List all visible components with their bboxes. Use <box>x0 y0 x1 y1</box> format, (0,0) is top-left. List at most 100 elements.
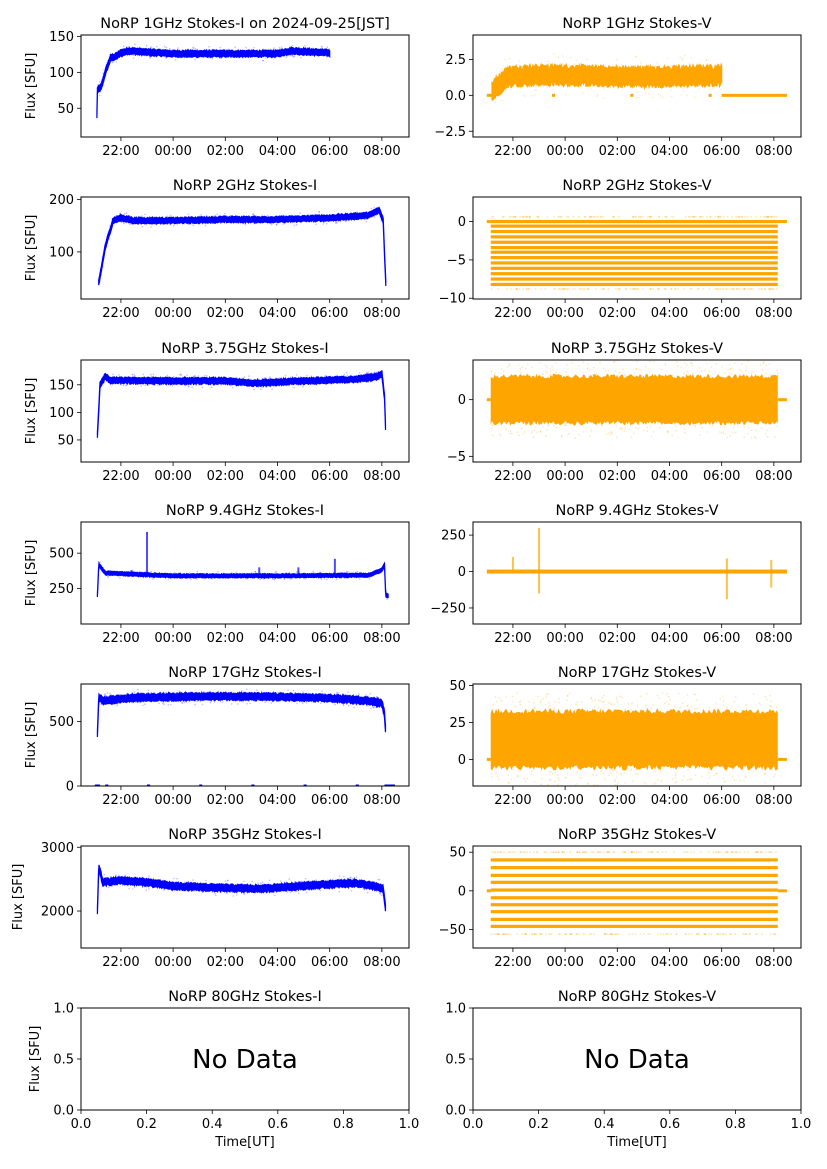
axes-frame <box>472 683 802 787</box>
data-point <box>769 373 771 376</box>
data-level-line <box>490 235 778 239</box>
x-tick-label: 22:00 <box>494 793 531 808</box>
data-point <box>750 288 752 290</box>
data-point <box>146 49 149 52</box>
data-point <box>657 288 660 290</box>
data-point <box>600 288 603 290</box>
data-point <box>198 55 201 58</box>
data-point <box>731 851 734 854</box>
data-point <box>379 886 382 888</box>
plot-area <box>486 360 787 439</box>
data-point <box>218 53 220 56</box>
data-point <box>723 700 725 702</box>
data-point <box>743 779 745 782</box>
data-point <box>524 375 527 378</box>
data-point <box>156 220 159 222</box>
x-tick-label: 06:00 <box>311 144 348 159</box>
data-point <box>180 373 182 376</box>
data-point <box>211 573 213 575</box>
data-point <box>719 851 722 854</box>
data-point <box>732 288 734 290</box>
data-point <box>767 216 770 218</box>
data-point <box>620 774 623 776</box>
data-point <box>620 427 622 429</box>
data-point <box>674 773 677 775</box>
data-point <box>585 851 588 854</box>
data-point <box>122 45 125 47</box>
data-point <box>186 692 188 694</box>
data-point <box>380 567 383 569</box>
data-point <box>318 211 320 213</box>
data-point <box>560 216 562 218</box>
data-point <box>613 361 615 364</box>
data-point <box>664 288 667 290</box>
data-point <box>251 50 253 52</box>
data-point <box>373 216 376 218</box>
data-point <box>592 770 595 772</box>
data-point <box>684 708 687 711</box>
data-point <box>501 100 503 102</box>
data-point <box>105 882 108 884</box>
data-point <box>301 384 303 386</box>
data-point <box>235 571 238 574</box>
data-point <box>636 360 639 363</box>
data-point <box>170 694 172 697</box>
x-tick-label: 08:00 <box>755 793 792 808</box>
data-point <box>514 216 517 218</box>
data-point <box>725 933 727 935</box>
data-point <box>764 288 766 290</box>
data-point <box>144 213 146 216</box>
data-point <box>213 701 216 703</box>
data-point <box>631 702 633 704</box>
data-point <box>196 578 198 580</box>
data-point <box>345 371 348 374</box>
data-point <box>560 436 563 438</box>
data-point <box>161 884 163 887</box>
data-point <box>251 53 254 55</box>
x-tick-label: 0.0 <box>463 1117 484 1132</box>
data-point <box>178 49 181 52</box>
data-point <box>671 95 673 98</box>
axes-frame <box>472 359 802 463</box>
data-point <box>669 64 672 66</box>
data-point <box>652 288 655 290</box>
data-point <box>694 707 696 710</box>
data-point <box>520 851 522 854</box>
data-point <box>731 851 734 854</box>
data-point <box>735 288 738 290</box>
data-point <box>643 781 646 784</box>
data-point <box>128 574 130 577</box>
data-point <box>110 574 113 576</box>
data-point <box>639 369 641 371</box>
data-zero-segment <box>94 784 101 786</box>
data-point <box>689 288 692 290</box>
axes-frame <box>80 521 410 625</box>
data-point <box>273 47 275 49</box>
data-point <box>132 57 135 60</box>
data-point <box>576 851 579 854</box>
data-point <box>378 878 381 881</box>
data-point <box>708 370 711 372</box>
data-point <box>603 288 605 290</box>
data-point <box>304 888 307 890</box>
data-point <box>334 222 337 224</box>
data-point <box>117 876 120 878</box>
data-point <box>545 696 548 698</box>
data-point <box>137 879 139 881</box>
data-point <box>492 422 495 425</box>
data-point <box>611 933 613 935</box>
data-point <box>720 88 723 91</box>
data-point <box>282 219 284 222</box>
data-point <box>615 933 617 935</box>
data-point <box>112 382 114 384</box>
data-point <box>715 703 717 705</box>
data-point <box>771 422 773 425</box>
data-point <box>734 431 737 434</box>
data-point <box>719 431 721 433</box>
data-point <box>135 878 137 880</box>
data-point <box>531 770 533 772</box>
data-point <box>741 363 743 366</box>
data-point <box>268 576 270 579</box>
data-point <box>262 59 265 62</box>
